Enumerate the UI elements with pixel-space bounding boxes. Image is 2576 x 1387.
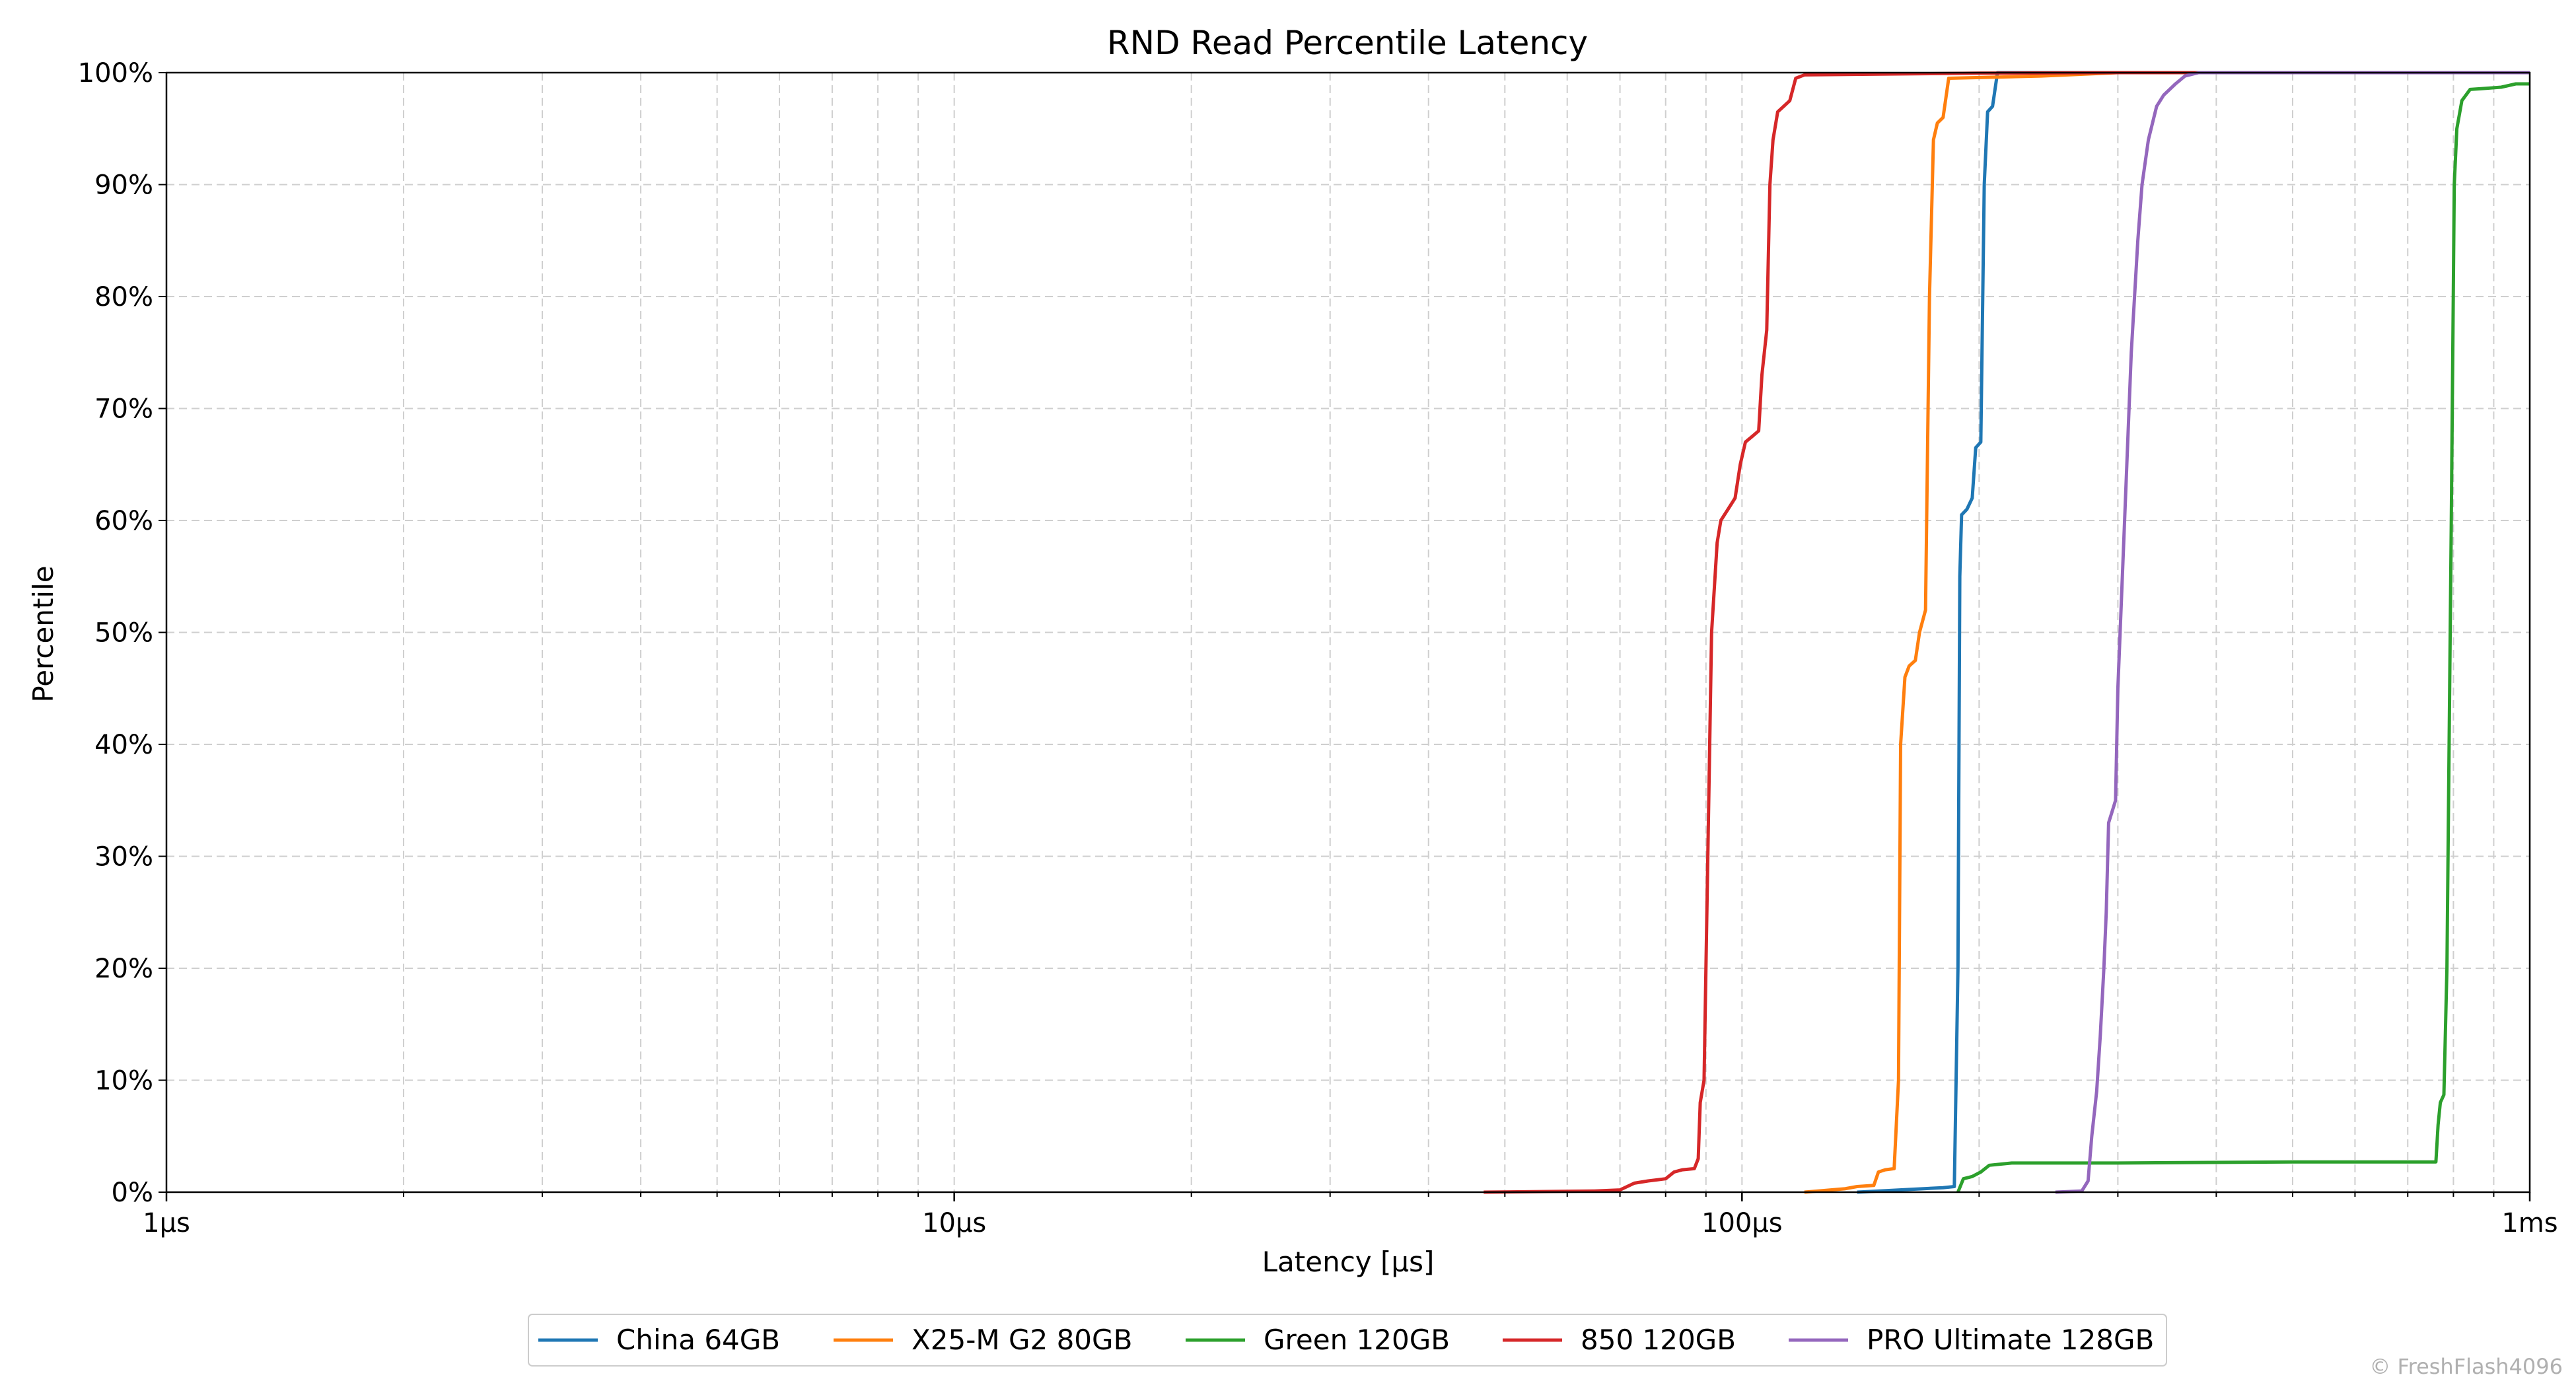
x-tick-label: 1μs: [143, 1208, 190, 1238]
y-tick-label: 60%: [94, 506, 153, 536]
x-tick-label: 1ms: [2501, 1208, 2558, 1238]
series-line-3: [1484, 71, 2530, 1194]
series-layer: [1484, 71, 2530, 1194]
x-axis-label: Latency [μs]: [1262, 1246, 1435, 1278]
tick-layer: 0% 10% 20% 30% 40% 50% 60% 70% 80% 90% 100% 1μs 10μs…: [78, 58, 2558, 1238]
series-line-2: [1956, 82, 2530, 1193]
x-tick-label: 10μs: [922, 1208, 986, 1238]
series-line-1: [1804, 71, 2530, 1194]
watermark: © FreshFlash4096: [2369, 1354, 2563, 1379]
y-tick-label: 50%: [94, 618, 153, 649]
series-line-0: [1857, 71, 2530, 1194]
y-tick-label: 80%: [94, 282, 153, 312]
y-tick-label: 100%: [78, 58, 153, 89]
legend-entry-label: PRO Ultimate 128GB: [1867, 1324, 2154, 1356]
y-tick-label: 20%: [94, 954, 153, 984]
y-tick-label: 0%: [112, 1178, 153, 1208]
chart-title: RND Read Percentile Latency: [1107, 24, 1588, 62]
y-tick-label: 70%: [94, 394, 153, 425]
legend: China 64GB X25-M G2 80GB Green 120GB 850 12…: [528, 1314, 2167, 1367]
series-line-4: [2055, 71, 2530, 1194]
y-tick-label: 90%: [94, 170, 153, 201]
legend-entry-label: Green 120GB: [1264, 1324, 1450, 1356]
x-tick-label: 100μs: [1701, 1208, 1783, 1238]
legend-box: [528, 1314, 2167, 1367]
legend-entry-label: 850 120GB: [1581, 1324, 1736, 1356]
y-axis-label: Percentile: [27, 565, 59, 702]
y-tick-label: 30%: [94, 842, 153, 872]
y-tick-label: 40%: [94, 730, 153, 760]
legend-entry-label: China 64GB: [616, 1324, 780, 1356]
legend-entry-label: X25-M G2 80GB: [912, 1324, 1132, 1356]
y-tick-label: 10%: [94, 1066, 153, 1096]
